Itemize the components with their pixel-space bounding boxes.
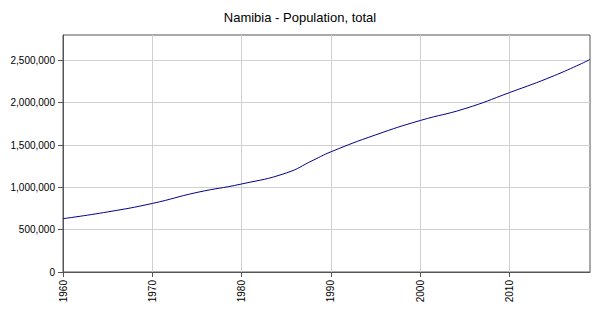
svg-text:1980: 1980 (236, 280, 247, 303)
svg-text:2,500,000: 2,500,000 (11, 55, 56, 66)
svg-text:2,000,000: 2,000,000 (11, 97, 56, 108)
svg-text:1990: 1990 (325, 280, 336, 303)
svg-text:2000: 2000 (415, 280, 426, 303)
svg-text:2010: 2010 (504, 280, 515, 303)
svg-text:0: 0 (49, 267, 55, 278)
svg-text:1960: 1960 (58, 280, 69, 303)
svg-text:1,500,000: 1,500,000 (11, 140, 56, 151)
svg-text:1,000,000: 1,000,000 (11, 182, 56, 193)
svg-text:1970: 1970 (147, 280, 158, 303)
svg-text:500,000: 500,000 (19, 224, 56, 235)
svg-text:Namibia - Population, total: Namibia - Population, total (224, 10, 377, 25)
